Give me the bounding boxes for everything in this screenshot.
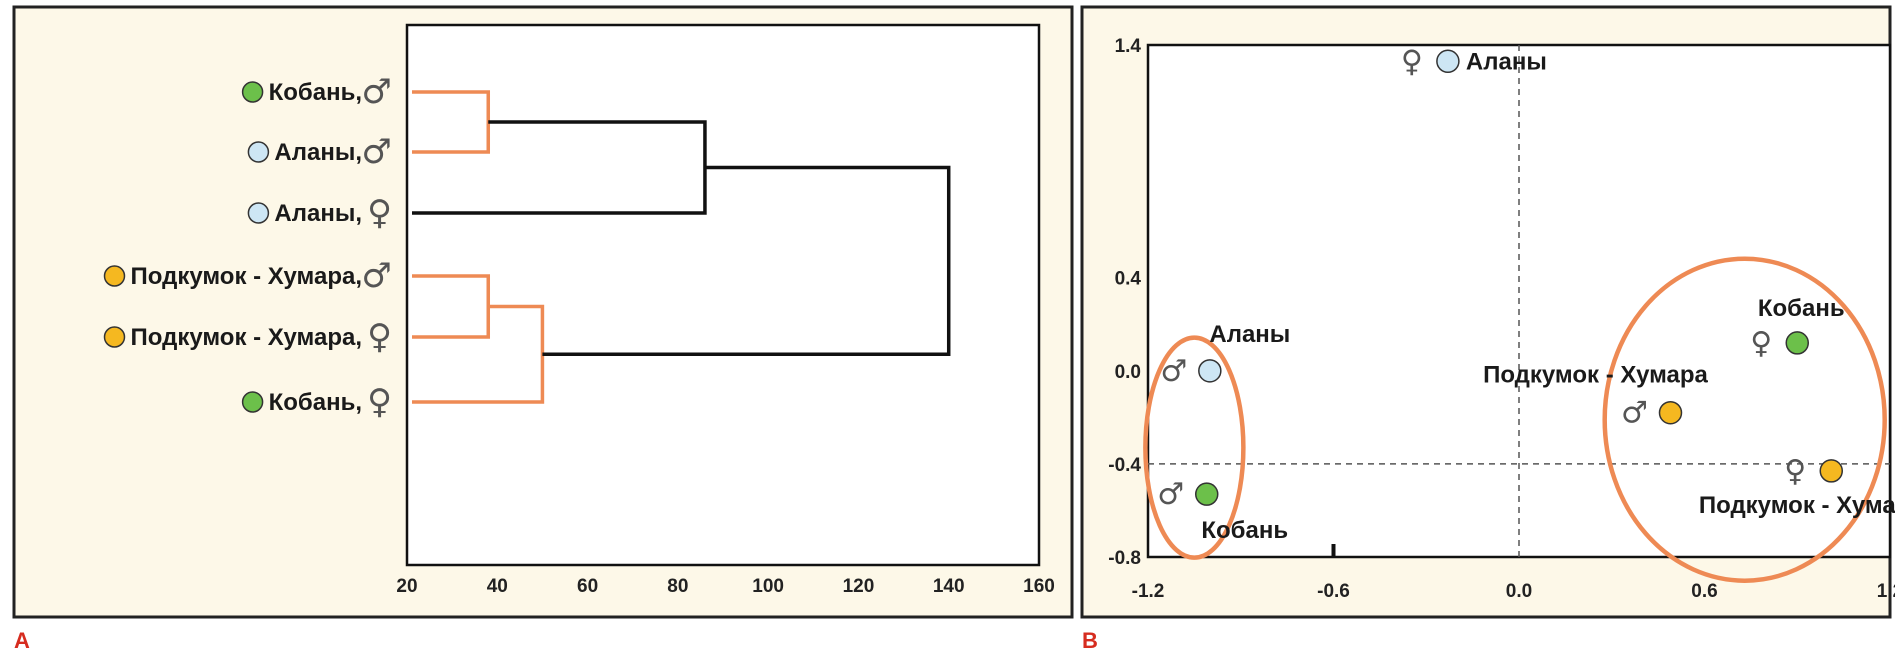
- dendrogram-leaf: ♀Аланы,: [247, 193, 392, 233]
- scatter-point: ♂ Аланы: [1160, 321, 1290, 389]
- x-tick-label: 1.2: [1877, 581, 1895, 602]
- blue-dot: [247, 141, 270, 163]
- yellow-dot: [103, 265, 126, 287]
- blue-dot: [1198, 359, 1222, 383]
- x-tick-label: 20: [396, 576, 417, 597]
- dendrogram-leaf-label: Аланы,: [274, 139, 362, 166]
- y-tick-label: 0.0: [1115, 362, 1141, 383]
- female-symbol-icon: ♀: [367, 317, 392, 357]
- male-symbol-icon: ♂: [362, 132, 392, 172]
- x-tick-label: 60: [577, 576, 598, 597]
- cluster-ellipse-right: [1602, 256, 1887, 583]
- y-tick-label: 1.4: [1115, 36, 1142, 57]
- dendrogram-leaf: ♂Аланы,: [247, 132, 392, 172]
- scatter-point: ♂ Кобань: [1157, 477, 1288, 544]
- male-symbol-icon: ♂: [362, 72, 392, 112]
- cluster-ellipse-left: [1143, 335, 1246, 560]
- panel-a-plot-area: [405, 23, 1041, 567]
- female-symbol-icon: ♀: [367, 193, 392, 233]
- dendrogram-leaf: ♀Кобань,: [241, 382, 392, 422]
- x-tick-label: 40: [487, 576, 508, 597]
- dendrogram-links: [412, 90, 951, 404]
- green-dot: [241, 81, 264, 103]
- green-dot: [1785, 331, 1809, 355]
- dendrogram-leaf: ♂Кобань,: [241, 72, 392, 112]
- female-symbol-icon: ♀: [1750, 326, 1772, 361]
- male-symbol-icon: ♂: [1157, 477, 1184, 512]
- female-symbol-icon: ♀: [1784, 454, 1806, 489]
- dendrogram-leaf-label: Подкумок - Хумара,: [131, 263, 363, 290]
- scatter-point-label: Подкумок - Хумара: [1483, 362, 1708, 389]
- cluster-ellipses: [1143, 256, 1887, 583]
- scatter-point: ♀ Кобань: [1750, 295, 1844, 361]
- x-tick-label: -1.2: [1132, 581, 1165, 602]
- x-tick-label: 100: [752, 576, 784, 597]
- x-tick-label: -0.6: [1317, 581, 1350, 602]
- dendrogram-leaf-labels: ♂Кобань,♂Аланы,♀Аланы,♂Подкумок - Хумара…: [103, 72, 392, 422]
- dendrogram-leaf: ♂Подкумок - Хумара,: [103, 256, 392, 296]
- dendrogram-link-4: [542, 165, 951, 356]
- dendrogram-link-0: [412, 90, 491, 154]
- scatter-points: ♀ Аланы ♂ Аланы ♂ Кобань ♀ Кобань ♂ Подкумок - Ху…: [1157, 44, 1895, 544]
- scatter-point: ♂ Подкумок - Хумара: [1483, 362, 1708, 431]
- y-tick-label: -0.4: [1108, 455, 1141, 476]
- scatter-point-label: Подкумок - Хумара: [1699, 492, 1895, 519]
- dendrogram-x-ticks: 20 40 60 80 100 120 140 160: [396, 576, 1054, 597]
- dendrogram-leaf-label: Кобань,: [269, 79, 362, 106]
- yellow-dot: [1819, 459, 1844, 483]
- dendrogram-leaf-label: Подкумок - Хумара,: [131, 324, 363, 351]
- dendrogram-leaf-label: Кобань,: [269, 389, 362, 416]
- scatter-point-label: Кобань: [1201, 517, 1288, 544]
- y-tick-label: 0.4: [1115, 269, 1142, 290]
- panel-letter-a: A: [14, 628, 30, 653]
- x-tick-label: 80: [667, 576, 688, 597]
- yellow-dot: [1658, 400, 1683, 425]
- scatter-reference-lines: [1148, 45, 1890, 557]
- x-tick-label: 0.6: [1691, 581, 1717, 602]
- dendrogram-link-1: [412, 274, 491, 339]
- x-tick-label: 140: [933, 576, 965, 597]
- green-dot: [1194, 482, 1219, 506]
- scatter-point-label: Аланы: [1466, 48, 1547, 75]
- male-symbol-icon: ♂: [1621, 396, 1648, 431]
- scatter-point: ♀ Аланы: [1401, 44, 1547, 79]
- green-dot: [241, 391, 264, 413]
- scatter-point-label: Аланы: [1209, 321, 1290, 348]
- x-tick-label: 160: [1023, 576, 1055, 597]
- scatter-point-label: Кобань: [1758, 295, 1845, 322]
- x-tick-label: 0.0: [1506, 581, 1532, 602]
- x-tick-label: 120: [843, 576, 875, 597]
- dendrogram-leaf-label: Аланы,: [274, 200, 362, 227]
- female-symbol-icon: ♀: [1401, 44, 1423, 79]
- female-symbol-icon: ♀: [367, 382, 392, 422]
- dendrogram-leaf: ♀Подкумок - Хумара,: [103, 317, 392, 357]
- panel-letter-b: B: [1082, 628, 1098, 653]
- blue-dot: [247, 202, 270, 224]
- male-symbol-icon: ♂: [1160, 354, 1187, 389]
- male-symbol-icon: ♂: [362, 256, 392, 296]
- blue-dot: [1436, 49, 1460, 74]
- yellow-dot: [103, 326, 126, 348]
- y-tick-label: -0.8: [1108, 548, 1141, 569]
- scatter-point: ♀ Подкумок - Хумара: [1699, 454, 1895, 519]
- scatter-axis-ticks: -1.2 -0.6 0.0 0.6 1.2 1.4 0.4 0.0 -0.4 -0.8: [1108, 36, 1895, 602]
